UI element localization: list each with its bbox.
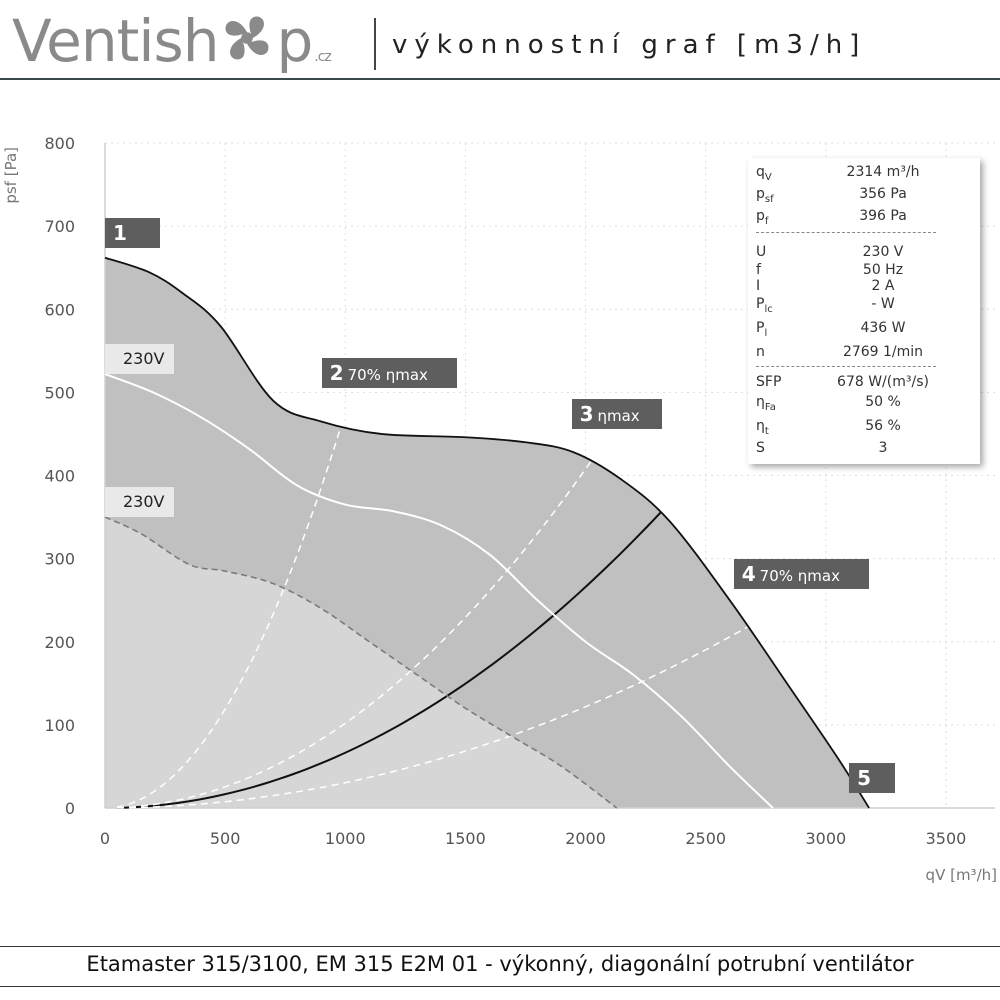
series-curve-2 [104, 373, 774, 809]
info-key: Pl [756, 320, 768, 339]
info-panel: qV 2314 m³/h psf 356 Pa pf 396 Pa U 230 V f 50 Hz… [748, 158, 980, 464]
x-tick-label: 500 [210, 829, 241, 848]
header-divider [374, 18, 376, 70]
info-value: 50 Hz [862, 262, 904, 278]
operating-point-4: 4 70% ηmax [733, 559, 869, 590]
y-tick-label: 200 [44, 633, 75, 652]
page-title: výkonnostní graf [m3/h] [392, 30, 867, 60]
info-key: n [756, 344, 765, 360]
point-label: ηmax [597, 406, 640, 425]
info-row: I 2 A [748, 278, 980, 298]
info-key: pf [756, 208, 769, 227]
operating-point-2: 2 70% ηmax [321, 357, 457, 388]
info-row: f 50 Hz [748, 262, 980, 282]
point-number: 4 [741, 562, 756, 587]
operating-point-3: 3 ηmax [571, 398, 662, 429]
info-value: 2769 1/min [842, 344, 924, 360]
info-value: 678 W/(m³/s) [837, 374, 929, 390]
series-curve-1 [104, 256, 870, 809]
info-key: ηt [756, 418, 769, 437]
fan-icon [226, 16, 269, 60]
voltage-tag: 230V [105, 344, 175, 375]
y-tick-label: 800 [44, 134, 75, 153]
point-number: 1 [113, 220, 127, 245]
info-value: 50 % [865, 394, 901, 410]
info-value: 230 V [862, 244, 904, 260]
x-tick-label: 2000 [565, 829, 606, 848]
info-value: - W [871, 296, 895, 312]
info-key: ηFa [756, 394, 776, 413]
voltage-tag: 230V [105, 487, 175, 518]
x-tick-label: 0 [100, 829, 110, 848]
info-value: 396 Pa [859, 208, 907, 224]
x-tick-label: 2500 [685, 829, 726, 848]
footer-rule-bottom [0, 986, 1000, 987]
product-caption: Etamaster 315/3100, EM 315 E2M 01 - výko… [86, 952, 914, 976]
info-key: SFP [756, 374, 782, 390]
operating-point-1: 1 [105, 217, 160, 248]
y-tick-label: 300 [44, 550, 75, 569]
logo-text-right: p [276, 7, 313, 75]
y-tick-label: 600 [44, 300, 75, 319]
point-label: 70% ηmax [347, 365, 428, 384]
info-value: 436 W [860, 320, 906, 336]
info-row: ηt 56 % [748, 418, 980, 438]
y-axis-label: psf [Pa] [2, 147, 20, 204]
info-row: pf 396 Pa [748, 208, 980, 228]
info-divider [756, 232, 936, 233]
y-tick-label: 700 [44, 217, 75, 236]
info-value: 2 A [871, 278, 895, 294]
x-tick-label: 3500 [926, 829, 967, 848]
system-curve-1 [116, 511, 662, 809]
point-number: 3 [579, 401, 594, 426]
x-tick-label: 1000 [325, 829, 366, 848]
header: Ventish p .cz výkonnostní graf [m3/h] [0, 0, 1000, 80]
info-key: U [756, 244, 767, 260]
logo-suffix: .cz [314, 49, 331, 65]
info-key: qV [756, 164, 772, 183]
y-tick-label: 100 [44, 716, 75, 735]
point-label: 70% ηmax [759, 567, 840, 586]
x-tick-label: 3000 [805, 829, 846, 848]
logo-text-left: Ventish [12, 7, 219, 75]
info-row: U 230 V [748, 244, 980, 264]
info-key: psf [756, 186, 774, 205]
performance-chart: 0 500 1000 1500 2000 2500 3000 3500010020030040… [2, 134, 997, 884]
info-row: ηFa 50 % [748, 394, 980, 414]
info-value: 356 Pa [859, 186, 907, 202]
footer-rule-top [0, 946, 1000, 947]
series-curve-3 [104, 516, 618, 809]
info-key: S [756, 440, 765, 456]
y-tick-label: 0 [65, 799, 75, 818]
y-tick-label: 400 [44, 467, 75, 486]
info-value: 56 % [865, 418, 901, 434]
info-key: Plc [756, 296, 773, 315]
info-key: f [756, 262, 761, 278]
y-tick-label: 500 [44, 383, 75, 402]
low-speed-area [105, 517, 617, 808]
info-row: Plc - W [748, 296, 980, 316]
point-number: 2 [329, 360, 344, 385]
info-row: SFP 678 W/(m³/s) [748, 374, 980, 394]
x-axis-label: qV [m³/h] [926, 866, 997, 884]
operating-point-5: 5 [849, 763, 896, 793]
ventishop-logo[interactable]: Ventish p .cz [12, 6, 332, 92]
info-row: qV 2314 m³/h [748, 164, 980, 184]
header-rule [0, 78, 1000, 80]
x-tick-label: 1500 [445, 829, 486, 848]
info-value: 3 [878, 440, 888, 456]
info-row: n 2769 1/min [748, 344, 980, 364]
point-number: 5 [857, 766, 871, 790]
info-value: 2314 m³/h [846, 164, 920, 180]
info-divider [756, 366, 936, 367]
info-key: I [756, 278, 761, 294]
info-row: psf 356 Pa [748, 186, 980, 206]
system-curve-2 [116, 423, 343, 808]
system-curve-3 [116, 460, 593, 809]
info-row: Pl 436 W [748, 320, 980, 340]
